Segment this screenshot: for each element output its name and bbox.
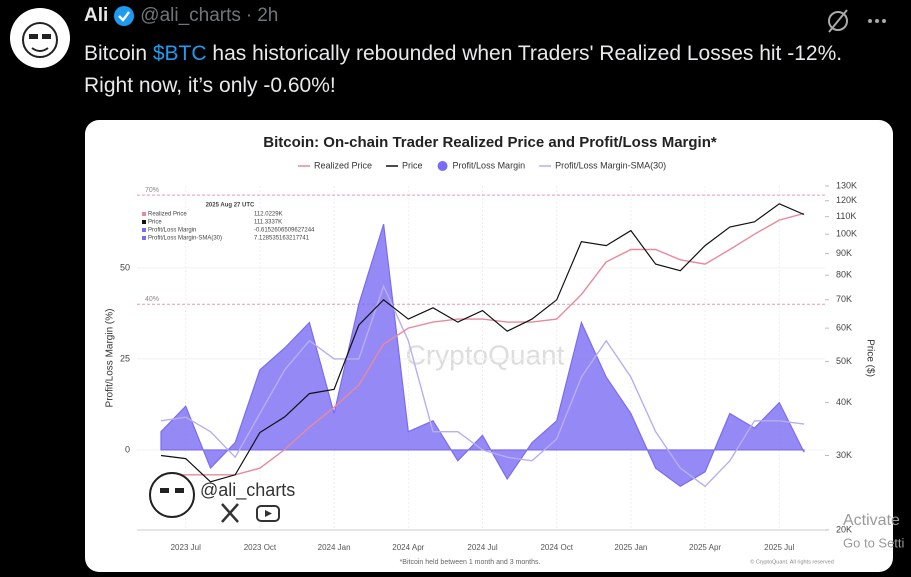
y2-tick-label: 120K <box>836 195 857 205</box>
activation-notice: Go to Setti <box>843 535 905 550</box>
y-tick-label: 50 <box>120 262 130 272</box>
chart-title: Bitcoin: On-chain Trader Realized Price … <box>263 134 717 151</box>
y-tick-label: 0 <box>125 444 130 454</box>
y-axis-label: Profit/Loss Margin (%) <box>105 309 116 408</box>
x-tick-label: 2024 Jan <box>318 543 351 552</box>
avatar[interactable] <box>0 0 80 80</box>
youtube-logo <box>256 505 280 522</box>
time[interactable]: 2h <box>257 5 279 26</box>
x-logo <box>221 503 239 523</box>
x-tick-label: 2025 Jul <box>764 543 794 552</box>
y2-axis-label: Price ($) <box>864 339 875 377</box>
verified-badge <box>114 6 135 26</box>
grok-button[interactable] <box>828 9 848 33</box>
author-cartoon <box>175 488 184 493</box>
reference-label: 70% <box>145 187 159 194</box>
y2-tick-label: 30K <box>836 450 852 460</box>
x-tick-label: 2025 Apr <box>689 543 721 552</box>
x-tick-label: 2023 Jul <box>171 543 201 552</box>
handle[interactable]: @ali_charts <box>140 5 241 26</box>
footnote: *Bitcoin held between 1 month and 3 mont… <box>400 559 541 566</box>
legend-label: Price <box>402 160 423 170</box>
legend-label: Realized Price <box>314 160 372 170</box>
info-label: Price <box>148 220 162 226</box>
y2-tick-label: 110K <box>836 211 856 221</box>
y2-tick-label: 70K <box>836 294 852 304</box>
y2-tick-label: 50K <box>836 356 852 366</box>
info-label: Realized Price <box>148 212 187 218</box>
tweet-actions <box>828 9 886 33</box>
y2-tick-label: 90K <box>836 248 852 258</box>
tweet-header: Ali @ali_charts · 2h <box>84 5 278 27</box>
author-cartoon <box>160 488 169 493</box>
info-value: 111.3337K <box>254 220 282 226</box>
author-watermark: @ali_charts <box>200 480 295 501</box>
watermark: CryptoQuant <box>406 339 565 370</box>
info-label: Profit/Loss Margin <box>148 228 196 234</box>
reference-label: 40% <box>145 296 159 303</box>
x-tick-label: 2024 Oct <box>540 543 573 552</box>
x-tick-label: 2024 Jul <box>467 543 497 552</box>
y2-tick-label: 80K <box>836 270 852 280</box>
line <box>160 284 805 488</box>
y2-tick-label: 40K <box>836 397 852 407</box>
x-tick-label: 2023 Oct <box>244 543 277 552</box>
activation-notice: Activate <box>843 512 900 529</box>
area <box>160 224 805 488</box>
tweet-text: Bitcoin $BTC has historically rebounded … <box>84 38 896 102</box>
info-swatch <box>142 220 146 224</box>
text: Bitcoin <box>84 42 153 65</box>
text: has historically rebounded when Traders'… <box>84 42 843 97</box>
y2-tick-label: 60K <box>836 322 852 332</box>
info-swatch <box>142 236 146 240</box>
legend-label: Profit/Loss Margin <box>453 160 526 170</box>
info-value: 7.128535163217741 <box>254 236 310 242</box>
info-swatch <box>142 228 146 232</box>
youtube-logo <box>265 510 272 517</box>
info-value: -0.6152606509627244 <box>254 228 315 234</box>
info-label: Profit/Loss Margin-SMA(30) <box>148 236 222 242</box>
more-button[interactable] <box>868 19 886 23</box>
separator: · <box>245 5 253 26</box>
y2-tick-label: 130K <box>836 180 857 190</box>
cashtag[interactable]: $BTC <box>152 42 207 65</box>
author-name[interactable]: Ali <box>84 5 109 26</box>
info-swatch <box>142 212 146 216</box>
line <box>160 203 805 483</box>
legend-label: Profit/Loss Margin-SMA(30) <box>555 160 666 170</box>
x-tick-label: 2024 Apr <box>392 543 424 552</box>
legend-swatch <box>437 161 448 171</box>
x-tick-label: 2025 Jan <box>614 543 647 552</box>
info-date: 2025 Aug 27 UTC <box>206 203 255 209</box>
copyright: © CryptoQuant. All rights reserved <box>750 558 834 565</box>
info-value: 112.0229K <box>254 212 283 218</box>
line <box>161 212 805 476</box>
y2-tick-label: 20K <box>836 524 852 534</box>
y-tick-label: 25 <box>120 353 130 363</box>
author-cartoon <box>149 472 195 518</box>
y2-tick-label: 100K <box>836 229 857 239</box>
